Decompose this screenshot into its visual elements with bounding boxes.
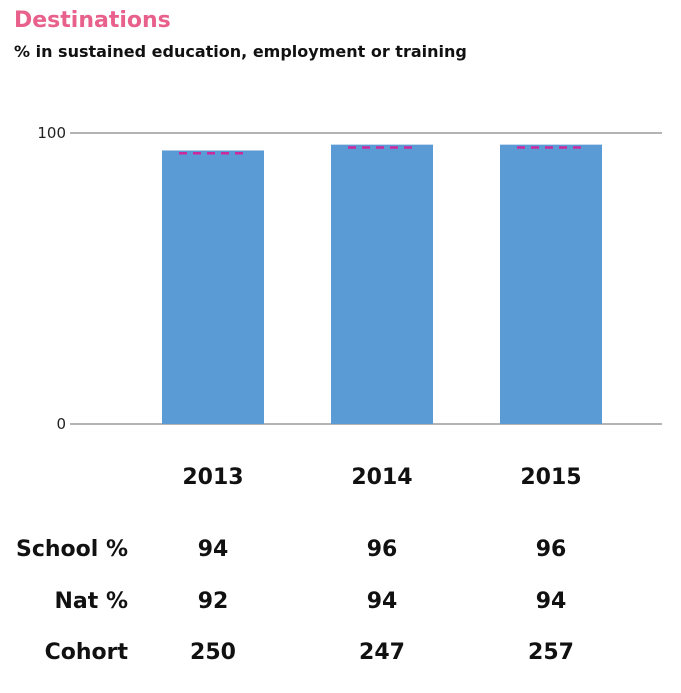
y-tick-label-0: 0 xyxy=(56,415,66,433)
x-tick-label-2015: 2015 xyxy=(520,465,581,490)
table-cell-nat-2014: 94 xyxy=(366,589,398,614)
table-cell-school-2014: 96 xyxy=(366,537,398,562)
table-cell-school-2015: 96 xyxy=(535,537,567,562)
bar-2014 xyxy=(331,144,433,424)
x-tick-label-2013: 2013 xyxy=(182,465,243,490)
table-row-label-school: School % xyxy=(15,537,128,562)
x-tick-label-2014: 2014 xyxy=(351,465,412,490)
bar-2015 xyxy=(500,144,602,424)
chart-title: Destinations xyxy=(14,8,171,33)
table-cell-cohort-2014: 247 xyxy=(359,640,405,665)
table-row-label-nat: Nat % xyxy=(54,589,128,614)
table-cell-cohort-2013: 250 xyxy=(190,640,236,665)
table-cell-nat-2013: 92 xyxy=(197,589,229,614)
bar-chart: 0 100 2013 2014 2015 xyxy=(37,124,662,490)
chart-subtitle: % in sustained education, employment or … xyxy=(14,42,467,61)
table-cell-nat-2015: 94 xyxy=(535,589,567,614)
bar-2013 xyxy=(162,150,264,424)
table-row-label-cohort: Cohort xyxy=(44,640,128,665)
y-tick-label-100: 100 xyxy=(37,124,66,142)
table-cell-cohort-2015: 257 xyxy=(528,640,574,665)
table-cell-school-2013: 94 xyxy=(197,537,229,562)
